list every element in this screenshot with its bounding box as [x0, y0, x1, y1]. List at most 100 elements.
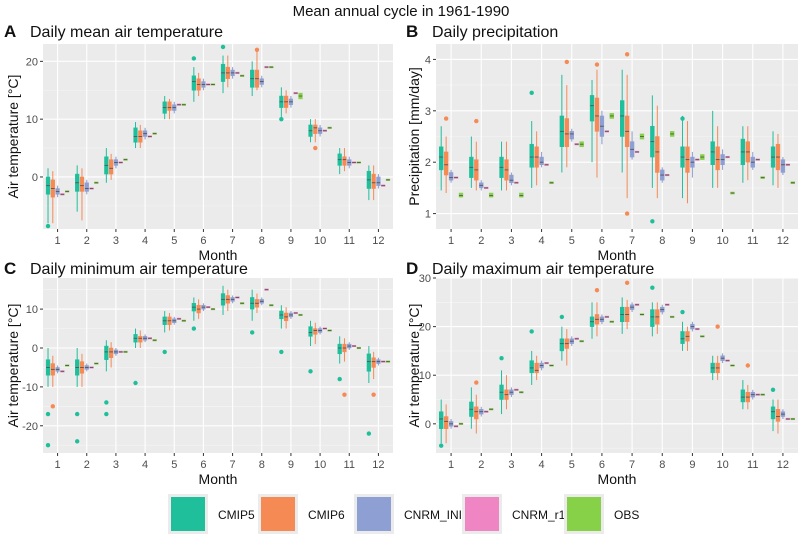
- box-CMIP6-m3: [504, 375, 509, 410]
- box-CMIP5-m7: [620, 69, 625, 173]
- x-tick-label: 9: [288, 235, 294, 247]
- box: [474, 406, 479, 420]
- box-CMIP6-m2: [474, 394, 479, 434]
- box-CNRM_INI-m9: [288, 96, 294, 108]
- box-CNRM_r1-m1: [60, 193, 65, 196]
- box-CNRM_r1-m9: [695, 158, 700, 161]
- box-CMIP5-m9: [279, 305, 284, 329]
- box-OBS-m3: [123, 350, 128, 353]
- box: [655, 136, 660, 173]
- box-CMIP5-m10: [710, 355, 715, 381]
- box: [443, 416, 449, 429]
- box-CNRM_r1-m3: [514, 181, 519, 184]
- box-CNRM_r1-m5: [574, 143, 579, 146]
- y-tick-label: 10: [419, 370, 431, 382]
- box: [770, 406, 776, 420]
- x-tick-label: 8: [259, 235, 265, 247]
- box-CNRM_INI-m12: [780, 409, 786, 419]
- box-CMIP6-m5: [564, 85, 569, 168]
- box-CMIP5-m12: [770, 131, 776, 186]
- x-tick-label: 12: [777, 459, 789, 471]
- box-CNRM_r1-m1: [453, 425, 459, 428]
- box-CNRM_INI-m3: [509, 387, 514, 398]
- legend-item-obs: OBS: [564, 494, 639, 534]
- box-CNRM_INI-m5: [172, 101, 177, 114]
- x-tick-label: 2: [478, 459, 484, 471]
- outlier-point: [443, 116, 449, 121]
- box-CMIP6-m6: [594, 69, 600, 178]
- x-tick-label: 3: [508, 235, 514, 247]
- box-CMIP6-m8: [655, 302, 660, 334]
- outlier-point: [624, 280, 630, 286]
- box-CNRM_INI-m8: [660, 304, 665, 315]
- outlier-point: [594, 62, 600, 67]
- box-CNRM_r1-m8: [665, 303, 670, 306]
- box-CNRM_INI-m5: [172, 316, 177, 325]
- box-CNRM_INI-m6: [599, 110, 605, 145]
- outlier-point: [313, 145, 318, 151]
- box: [191, 75, 196, 91]
- box-CMIP5-m6: [191, 297, 196, 321]
- box-CMIP5-m4: [133, 328, 138, 348]
- box-OBS-m5: [579, 340, 584, 343]
- y-tick-label: 1: [425, 209, 431, 221]
- box-CNRM_r1-m1: [453, 176, 459, 179]
- outlier-point: [680, 116, 685, 121]
- box-CNRM_r1-m2: [484, 186, 489, 189]
- y-tick-label: -20: [22, 421, 38, 433]
- box-CNRM_r1-m10: [322, 129, 327, 132]
- box-CNRM_INI-m1: [55, 185, 60, 198]
- box-CNRM_INI-m5: [569, 128, 574, 142]
- box-CNRM_INI-m10: [317, 326, 323, 335]
- outlier-point: [104, 400, 109, 405]
- y-axis-label: Air temperature [°C]: [5, 75, 21, 199]
- box-CNRM_r1-m11: [755, 393, 760, 396]
- box-CNRM_r1-m3: [118, 350, 123, 353]
- box-CMIP6-m2: [79, 168, 85, 221]
- box: [529, 360, 534, 374]
- box-OBS-m1: [65, 190, 70, 193]
- box-CNRM_INI-m3: [509, 172, 514, 186]
- box-CNRM_r1-m12: [381, 360, 386, 363]
- box: [84, 182, 89, 192]
- box-CNRM_r1-m2: [484, 410, 489, 413]
- box-OBS-m5: [181, 319, 186, 322]
- legend-item-cnrm_r1: CNRM_r1: [462, 494, 566, 534]
- box-CMIP5-m1: [439, 399, 444, 444]
- x-tick-label: 2: [84, 235, 90, 247]
- box-CNRM_r1-m5: [176, 103, 182, 106]
- box-CMIP5-m5: [559, 74, 565, 173]
- box: [167, 101, 172, 111]
- x-tick-label: 11: [747, 459, 758, 471]
- box-CMIP5-m9: [680, 115, 685, 199]
- box-CNRM_r1-m7: [634, 150, 640, 153]
- box: [366, 353, 371, 372]
- box-CMIP5-m12: [366, 346, 371, 383]
- box-OBS-m12: [385, 360, 391, 363]
- y-axis-label: Air temperature [°C]: [5, 304, 21, 428]
- box-CMIP6-m8: [655, 105, 660, 199]
- y-axis-label: Air temperature [°C]: [406, 304, 422, 428]
- box-OBS-m12: [790, 417, 795, 421]
- box-OBS-m6: [210, 83, 216, 86]
- box-CMIP6-m3: [109, 153, 114, 180]
- x-tick-label: 12: [372, 459, 384, 471]
- box: [458, 192, 464, 198]
- box-CMIP6-m10: [715, 126, 720, 188]
- box-CMIP6-m10: [313, 322, 318, 345]
- outlier-point: [279, 349, 284, 355]
- box: [594, 97, 600, 132]
- box-CMIP6-m11: [342, 148, 347, 172]
- box-CNRM_INI-m2: [479, 180, 484, 191]
- box-CNRM_r1-m9: [695, 327, 700, 331]
- box-CMIP6-m12: [371, 351, 376, 380]
- box-OBS-m10: [327, 126, 332, 129]
- box-CNRM_r1-m9: [293, 311, 298, 315]
- box-CMIP5-m4: [133, 122, 138, 149]
- outlier-point: [366, 431, 372, 436]
- box-OBS-m9: [298, 313, 303, 316]
- box-OBS-m11: [760, 393, 765, 396]
- box-CMIP5-m7: [220, 285, 226, 315]
- box-CNRM_r1-m11: [755, 158, 760, 161]
- box-CMIP6-m9: [284, 90, 289, 114]
